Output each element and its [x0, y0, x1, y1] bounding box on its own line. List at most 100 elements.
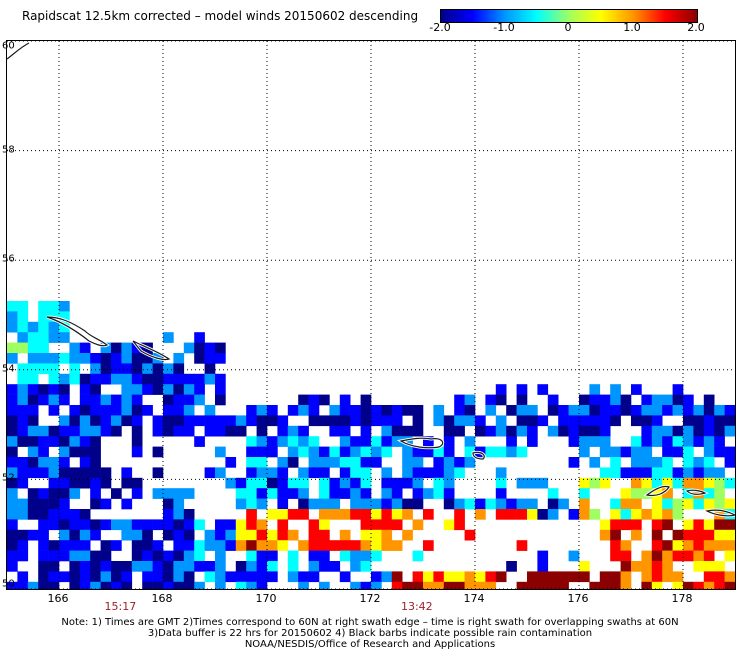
- wind-cell: [350, 550, 361, 562]
- wind-cell: [703, 425, 715, 437]
- wind-cell: [38, 550, 49, 562]
- wind-cell: [339, 540, 351, 551]
- wind-cell: [589, 415, 601, 427]
- wind-cell: [163, 363, 174, 375]
- wind-cell: [38, 394, 49, 406]
- wind-cell: [547, 571, 559, 583]
- wind-cell: [662, 394, 673, 406]
- wind-cell: [506, 405, 517, 416]
- map-title: Rapidscat 12.5km corrected – model winds…: [22, 9, 419, 23]
- wind-cell: [90, 571, 101, 583]
- wind-cell: [412, 498, 424, 510]
- wind-cell: [59, 436, 70, 447]
- wind-cell: [599, 405, 611, 416]
- wind-cell: [163, 509, 174, 520]
- wind-cell: [620, 540, 632, 551]
- wind-cell: [703, 467, 715, 479]
- wind-cell: [371, 405, 382, 416]
- wind-cell: [17, 311, 29, 323]
- wind-cell: [579, 446, 590, 458]
- wind-cell: [360, 394, 372, 406]
- wind-cell: [111, 405, 122, 416]
- wind-cell: [59, 332, 70, 343]
- wind-cell: [225, 529, 237, 541]
- wind-cell: [27, 529, 39, 541]
- wind-cell: [579, 394, 590, 406]
- wind-cell: [329, 425, 341, 437]
- wind-cell: [277, 457, 289, 468]
- wind-cell: [17, 540, 29, 551]
- wind-cell: [267, 550, 278, 562]
- wind-cell: [90, 488, 101, 499]
- wind-cell: [246, 519, 257, 531]
- wind-cell: [121, 581, 133, 589]
- wind-cell: [495, 467, 507, 479]
- wind-cell: [48, 321, 60, 333]
- coastline: [7, 42, 30, 60]
- wind-cell: [7, 457, 18, 468]
- wind-cell: [371, 519, 382, 531]
- wind-cell: [111, 425, 122, 437]
- wind-cell: [672, 529, 684, 541]
- wind-cell: [27, 488, 39, 499]
- wind-cell: [537, 509, 549, 520]
- wind-cell: [173, 529, 185, 541]
- wind-cell: [183, 550, 195, 562]
- wind-cell: [48, 394, 60, 406]
- wind-cell: [350, 540, 361, 551]
- wind-cell: [59, 529, 70, 541]
- wind-cell: [412, 571, 424, 583]
- wind-cell: [683, 415, 694, 427]
- wind-cell: [7, 519, 18, 531]
- wind-cell: [381, 436, 393, 447]
- wind-cell: [152, 415, 164, 427]
- wind-cell: [121, 415, 133, 427]
- wind-cell: [38, 498, 49, 510]
- wind-cell: [714, 581, 725, 589]
- coastline: [46, 316, 109, 347]
- wind-cell: [298, 540, 309, 551]
- wind-cell: [683, 405, 694, 416]
- wind-cell: [371, 571, 382, 583]
- wind-cell: [703, 540, 715, 551]
- wind-cell: [683, 498, 694, 510]
- wind-cell: [267, 467, 278, 479]
- wind-cell: [516, 540, 528, 551]
- wind-cell: [100, 425, 112, 437]
- wind-cell: [79, 353, 91, 364]
- wind-cell: [703, 488, 715, 499]
- wind-cell: [391, 581, 403, 589]
- wind-cell: [433, 581, 445, 589]
- wind-cell: [79, 394, 91, 406]
- wind-cell: [163, 581, 174, 589]
- wind-cell: [631, 457, 642, 468]
- wind-cell: [693, 550, 705, 562]
- wind-cell: [173, 519, 185, 531]
- wind-cell: [287, 509, 299, 520]
- wind-cell: [246, 509, 257, 520]
- wind-cell: [714, 488, 725, 499]
- wind-cell: [204, 373, 216, 385]
- wind-cell: [7, 394, 18, 406]
- wind-cell: [111, 394, 122, 406]
- wind-cell: [703, 415, 715, 427]
- wind-cell: [142, 529, 153, 541]
- wind-cell: [152, 540, 164, 551]
- wind-cell: [631, 498, 642, 510]
- wind-cell: [433, 457, 445, 468]
- wind-cell: [194, 384, 205, 395]
- coastline: [132, 340, 171, 361]
- wind-cell: [111, 519, 122, 531]
- wind-cell: [568, 405, 580, 416]
- wind-cell: [475, 498, 486, 510]
- wind-cell: [152, 519, 164, 531]
- wind-cell: [183, 415, 195, 427]
- wind-cell: [69, 571, 81, 583]
- wind-cell: [163, 373, 174, 385]
- wind-cell: [215, 384, 226, 395]
- wind-cell: [412, 467, 424, 479]
- wind-cell: [256, 446, 268, 458]
- wind-cell: [48, 540, 60, 551]
- wind-cell: [371, 540, 382, 551]
- wind-cell: [90, 384, 101, 395]
